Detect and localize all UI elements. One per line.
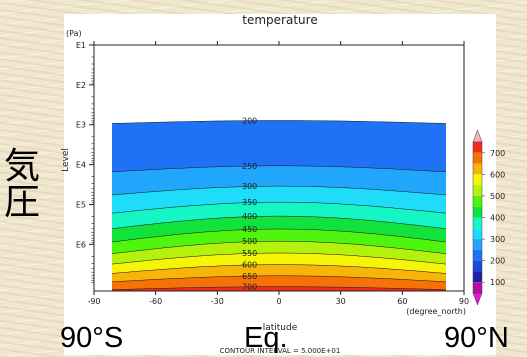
contour-label-600: 600: [242, 261, 257, 270]
contour-band-400: [112, 202, 446, 229]
x-tick-label--30: -30: [211, 297, 224, 306]
contour-label-250: 250: [242, 162, 257, 171]
colorbar-segment-14: [473, 282, 482, 293]
y-axis-unit: (Pa): [66, 29, 82, 38]
x-axis-label: latitude: [263, 323, 298, 333]
y-tick-label-E1: E1: [76, 41, 86, 50]
contour-line-650: [111, 275, 447, 283]
contour-band-700: [112, 275, 446, 290]
colorbar-segment-10: [473, 239, 482, 250]
colorbar-segment-12: [473, 260, 482, 272]
x-tick-label-30: 30: [336, 297, 346, 306]
contour-label-350: 350: [242, 198, 257, 207]
contour-band-250: [112, 120, 446, 172]
chart-title: temperature: [242, 13, 317, 27]
colorbar-label-600: 600: [490, 170, 505, 179]
contour-label-500: 500: [242, 237, 257, 246]
contour-label-200: 200: [242, 117, 257, 126]
contour-label-550: 550: [242, 249, 257, 258]
contour-line-600: [111, 264, 447, 274]
y-tick-label-E4: E4: [76, 161, 86, 170]
contour-label-450: 450: [242, 225, 257, 234]
pressure-label-char-1: 気: [4, 145, 41, 186]
x-tick-label-60: 60: [397, 297, 407, 306]
colorbar-segment-7: [473, 206, 482, 218]
south-pole-label: 90°S: [60, 322, 124, 354]
colorbar-label-700: 700: [490, 149, 505, 158]
colorbar-segment-9: [473, 228, 482, 240]
colorbar-segment-11: [473, 249, 482, 261]
contour-line-200: [111, 120, 447, 124]
colorbar-label-200: 200: [490, 257, 505, 266]
contour-line-450: [111, 228, 447, 243]
colorbar-segment-13: [473, 271, 482, 283]
x-tick-label-90: 90: [459, 297, 469, 306]
contour-band-550: [112, 241, 446, 265]
contour-label-300: 300: [242, 182, 257, 191]
colorbar-label-400: 400: [490, 214, 505, 223]
contour-line-350: [111, 201, 447, 214]
colorbar-segment-4: [473, 174, 482, 186]
contour-line-300: [111, 185, 447, 196]
colorbar-label-300: 300: [490, 235, 505, 244]
x-tick-label--90: -90: [87, 297, 100, 306]
contour-label-400: 400: [242, 212, 257, 221]
contour-band-350: [112, 186, 446, 214]
x-tick-label--60: -60: [149, 297, 162, 306]
contour-label-650: 650: [242, 272, 257, 281]
x-tick-label-0: 0: [276, 297, 281, 306]
y-axis-ticks: E1 E2 E3 E4 E5 E6: [76, 41, 94, 283]
colorbar-segment-6: [473, 195, 482, 207]
y-tick-label-E6: E6: [76, 240, 86, 249]
contour-line-700: [111, 286, 447, 290]
north-pole-label: 90°N: [444, 322, 509, 354]
equator-label: Eq.: [244, 322, 288, 354]
contour-line-250: [111, 165, 447, 173]
contour-labels: 200 250 300 350 400 450 500 550 600 650 700: [242, 117, 257, 292]
colorbar-segment-3: [473, 163, 482, 175]
x-axis-unit: (degree_north): [406, 307, 466, 316]
colorbar-segment-1: [473, 142, 482, 153]
contour-band-500: [112, 229, 446, 254]
contour-interval-note: CONTOUR INTERVAL = 5.000E+01: [220, 347, 341, 355]
colorbar-label-500: 500: [490, 192, 505, 201]
contour-band-300: [112, 165, 446, 195]
y-tick-label-E3: E3: [76, 121, 86, 130]
contour-band-450: [112, 216, 446, 242]
y-axis-label: Level: [61, 148, 71, 172]
contour-label-700: 700: [242, 283, 257, 292]
contour-line-550: [111, 252, 447, 265]
pressure-label-char-2: 圧: [4, 181, 41, 222]
colorbar-segment-2: [473, 152, 482, 164]
x-axis-ticks: -90 -60 -30 0 30 60 90: [87, 41, 469, 306]
colorbar-label-100: 100: [490, 278, 505, 287]
pressure-vertical-label: 気 圧: [4, 148, 48, 220]
contour-line-400: [111, 215, 447, 229]
colorbar-segment-8: [473, 217, 482, 229]
y-tick-label-E2: E2: [76, 81, 86, 90]
colorbar-segment-5: [473, 185, 482, 196]
colorbar: 700 600 500 400 300 200 100: [472, 129, 505, 306]
contour-lines: [111, 120, 447, 290]
contour-line-500: [111, 240, 447, 254]
y-tick-label-E5: E5: [76, 200, 86, 209]
contour-band-600: [112, 253, 446, 274]
